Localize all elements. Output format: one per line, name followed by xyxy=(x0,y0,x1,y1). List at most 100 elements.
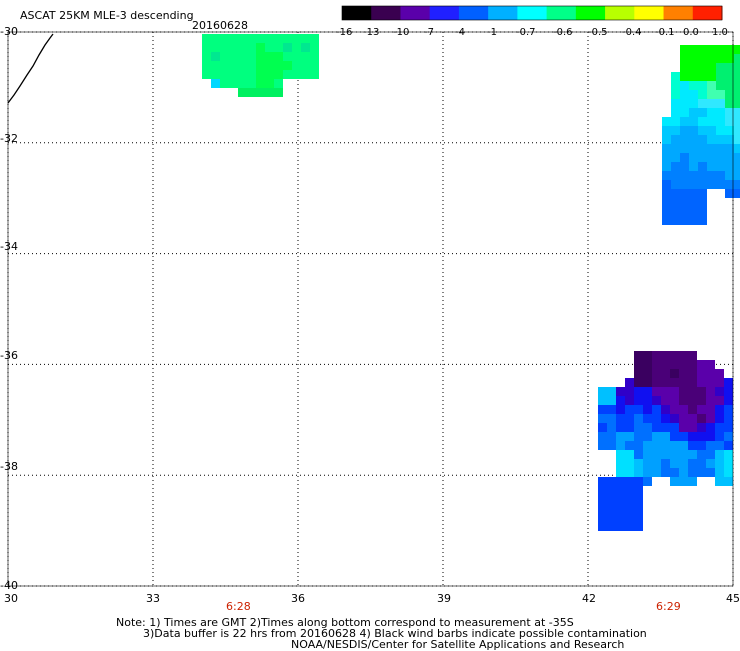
data-cell xyxy=(680,63,689,72)
data-cell xyxy=(634,360,643,369)
data-cell xyxy=(689,117,698,126)
data-cell xyxy=(671,171,680,180)
data-cell xyxy=(598,513,607,522)
data-cell xyxy=(688,414,697,423)
data-cell xyxy=(625,495,634,504)
data-cell xyxy=(698,171,707,180)
data-cell xyxy=(643,405,652,414)
data-cell xyxy=(643,369,652,378)
data-cell xyxy=(634,369,643,378)
data-cell xyxy=(662,135,671,144)
data-cell xyxy=(671,189,680,198)
data-cell xyxy=(652,360,661,369)
data-cell xyxy=(698,180,707,189)
data-cell xyxy=(292,70,301,79)
data-cell xyxy=(247,88,256,97)
data-cell xyxy=(634,432,643,441)
data-cell xyxy=(598,423,607,432)
data-cell xyxy=(643,396,652,405)
data-cell xyxy=(661,459,670,468)
data-cell xyxy=(616,504,625,513)
data-cell xyxy=(689,171,698,180)
data-cell xyxy=(716,126,725,135)
data-cell xyxy=(680,162,689,171)
data-cell xyxy=(680,126,689,135)
data-cell xyxy=(698,135,707,144)
data-cell xyxy=(652,351,661,360)
data-cell xyxy=(688,351,697,360)
data-cell xyxy=(698,162,707,171)
data-cell xyxy=(643,459,652,468)
data-cell xyxy=(229,34,238,43)
data-cell xyxy=(688,432,697,441)
plot-frame xyxy=(7,31,734,587)
data-cell xyxy=(670,351,679,360)
data-cell xyxy=(706,360,715,369)
data-cell xyxy=(671,135,680,144)
data-cell xyxy=(679,360,688,369)
data-cell xyxy=(301,61,310,70)
data-cell xyxy=(211,34,220,43)
data-cell xyxy=(670,459,679,468)
data-cell xyxy=(643,441,652,450)
data-cell xyxy=(301,34,310,43)
data-cell xyxy=(680,117,689,126)
data-cell xyxy=(652,432,661,441)
data-cell xyxy=(679,423,688,432)
data-cell xyxy=(725,189,734,198)
data-cell xyxy=(616,486,625,495)
data-cell xyxy=(643,468,652,477)
data-cell xyxy=(689,63,698,72)
data-cell xyxy=(707,126,716,135)
data-cell xyxy=(220,52,229,61)
data-cell xyxy=(670,441,679,450)
data-cell xyxy=(707,63,716,72)
data-cell xyxy=(616,450,625,459)
data-cell xyxy=(716,171,725,180)
colorbar-swatch xyxy=(488,6,518,20)
data-cell xyxy=(724,432,733,441)
data-cell xyxy=(643,351,652,360)
lat-label: -36 xyxy=(0,349,18,362)
data-cell xyxy=(634,423,643,432)
date-text: 20160628 xyxy=(192,19,248,32)
data-cell xyxy=(301,43,310,52)
data-cell xyxy=(238,79,247,88)
data-cell xyxy=(220,43,229,52)
data-cell xyxy=(716,99,725,108)
data-cell xyxy=(247,34,256,43)
data-cell xyxy=(688,459,697,468)
data-cell xyxy=(625,432,634,441)
data-cell xyxy=(689,207,698,216)
data-cell xyxy=(598,405,607,414)
data-cell xyxy=(598,477,607,486)
colorbar-swatch xyxy=(429,6,460,20)
colorbar xyxy=(341,5,723,21)
time-label: 6:29 xyxy=(656,600,681,613)
data-cell xyxy=(202,34,211,43)
data-cell xyxy=(697,414,706,423)
data-cell xyxy=(715,405,724,414)
data-cell xyxy=(202,61,211,70)
data-cell xyxy=(662,180,671,189)
data-cell xyxy=(265,34,274,43)
colorbar-label: -1 xyxy=(487,27,497,38)
data-cell xyxy=(725,54,734,63)
data-cell xyxy=(661,369,670,378)
data-cell xyxy=(625,468,634,477)
data-cell xyxy=(607,423,616,432)
data-cell xyxy=(662,153,671,162)
data-cell xyxy=(256,79,265,88)
data-cell xyxy=(725,144,734,153)
lat-label: -30 xyxy=(0,25,18,38)
data-cell xyxy=(734,90,740,99)
data-cell xyxy=(724,450,733,459)
data-cell xyxy=(662,189,671,198)
colorbar-label: -0.1 xyxy=(655,27,675,38)
data-cell xyxy=(697,405,706,414)
data-cell xyxy=(661,441,670,450)
data-cell xyxy=(689,81,698,90)
data-cell xyxy=(274,70,283,79)
data-cell xyxy=(697,423,706,432)
data-cell xyxy=(634,396,643,405)
